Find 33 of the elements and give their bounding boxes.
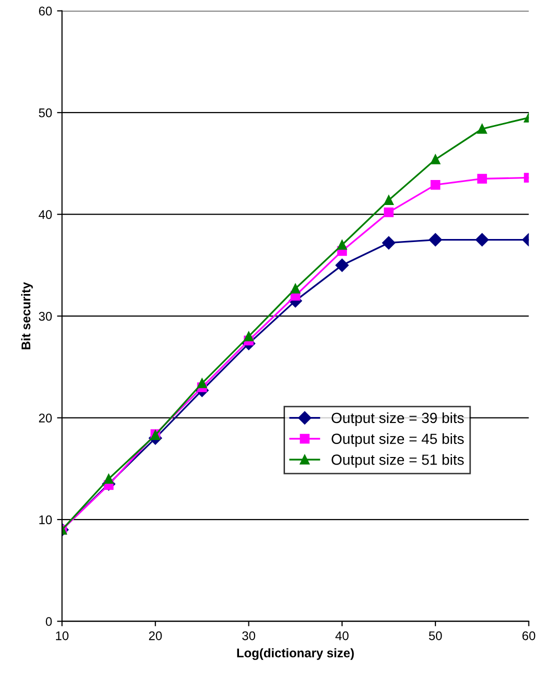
point [477, 174, 487, 184]
x-tick-label: 50 [428, 631, 442, 640]
point [290, 284, 300, 294]
y-tick-label: 10 [39, 515, 52, 524]
y-tick-label: 0 [46, 617, 52, 626]
point [476, 233, 489, 246]
x-axis-title: Log(dictionary size) [237, 648, 354, 660]
x-tick-label: 20 [149, 631, 162, 640]
x-tick-label: 30 [242, 631, 256, 640]
y-tick-label: 50 [38, 108, 52, 118]
point [477, 124, 487, 134]
point [384, 195, 394, 205]
legend-label: Output size = 51 bits [332, 454, 464, 468]
y-tick-label: 30 [38, 312, 52, 321]
point [428, 233, 442, 246]
point [337, 240, 347, 250]
y-axis-title: Bit security [21, 282, 33, 350]
y-tick-label: 20 [39, 414, 52, 422]
point [430, 180, 440, 190]
point [104, 474, 114, 484]
point [430, 154, 440, 164]
point [335, 258, 349, 272]
x-tick-label: 60 [522, 631, 536, 640]
point [197, 378, 207, 388]
legend-label: Output size = 45 bits [332, 433, 464, 447]
point [244, 332, 254, 342]
point [384, 207, 394, 218]
legend-label: Output size = 39 bits [332, 412, 464, 426]
x-tick-label: 40 [335, 631, 349, 640]
y-tick-label: 60 [39, 6, 52, 16]
point [382, 236, 396, 250]
y-tick-label: 40 [38, 210, 52, 219]
x-tick-label: 10 [56, 631, 68, 640]
